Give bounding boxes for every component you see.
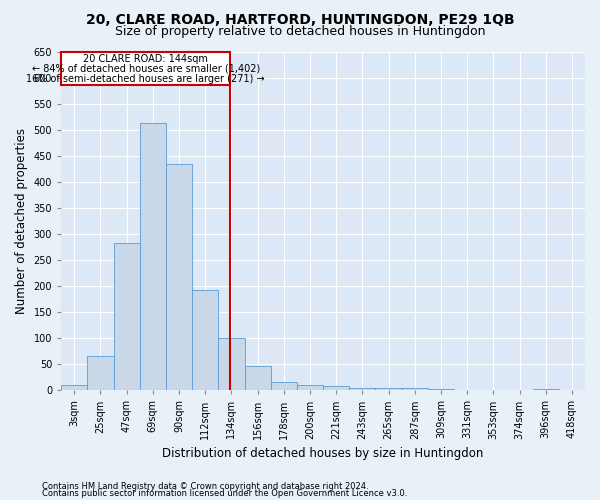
- FancyBboxPatch shape: [61, 52, 230, 86]
- Bar: [376, 388, 401, 390]
- Bar: [140, 123, 166, 390]
- Text: Size of property relative to detached houses in Huntingdon: Size of property relative to detached ho…: [115, 25, 485, 38]
- Bar: [401, 388, 428, 390]
- Bar: [271, 382, 297, 390]
- Bar: [297, 384, 323, 390]
- Bar: [192, 290, 218, 390]
- Text: Contains HM Land Registry data © Crown copyright and database right 2024.: Contains HM Land Registry data © Crown c…: [42, 482, 368, 491]
- Y-axis label: Number of detached properties: Number of detached properties: [15, 128, 28, 314]
- Bar: [323, 386, 349, 390]
- Text: 20 CLARE ROAD: 144sqm: 20 CLARE ROAD: 144sqm: [83, 54, 208, 64]
- Bar: [218, 338, 245, 390]
- Text: 16% of semi-detached houses are larger (271) →: 16% of semi-detached houses are larger (…: [26, 74, 265, 84]
- Bar: [533, 388, 559, 390]
- Text: Contains public sector information licensed under the Open Government Licence v3: Contains public sector information licen…: [42, 488, 407, 498]
- Bar: [88, 356, 113, 390]
- Bar: [61, 385, 88, 390]
- Bar: [428, 389, 454, 390]
- Text: ← 84% of detached houses are smaller (1,402): ← 84% of detached houses are smaller (1,…: [32, 64, 260, 74]
- Bar: [349, 388, 376, 390]
- Text: 20, CLARE ROAD, HARTFORD, HUNTINGDON, PE29 1QB: 20, CLARE ROAD, HARTFORD, HUNTINGDON, PE…: [86, 12, 514, 26]
- Bar: [113, 243, 140, 390]
- Bar: [166, 164, 192, 390]
- Bar: [245, 366, 271, 390]
- X-axis label: Distribution of detached houses by size in Huntingdon: Distribution of detached houses by size …: [163, 447, 484, 460]
